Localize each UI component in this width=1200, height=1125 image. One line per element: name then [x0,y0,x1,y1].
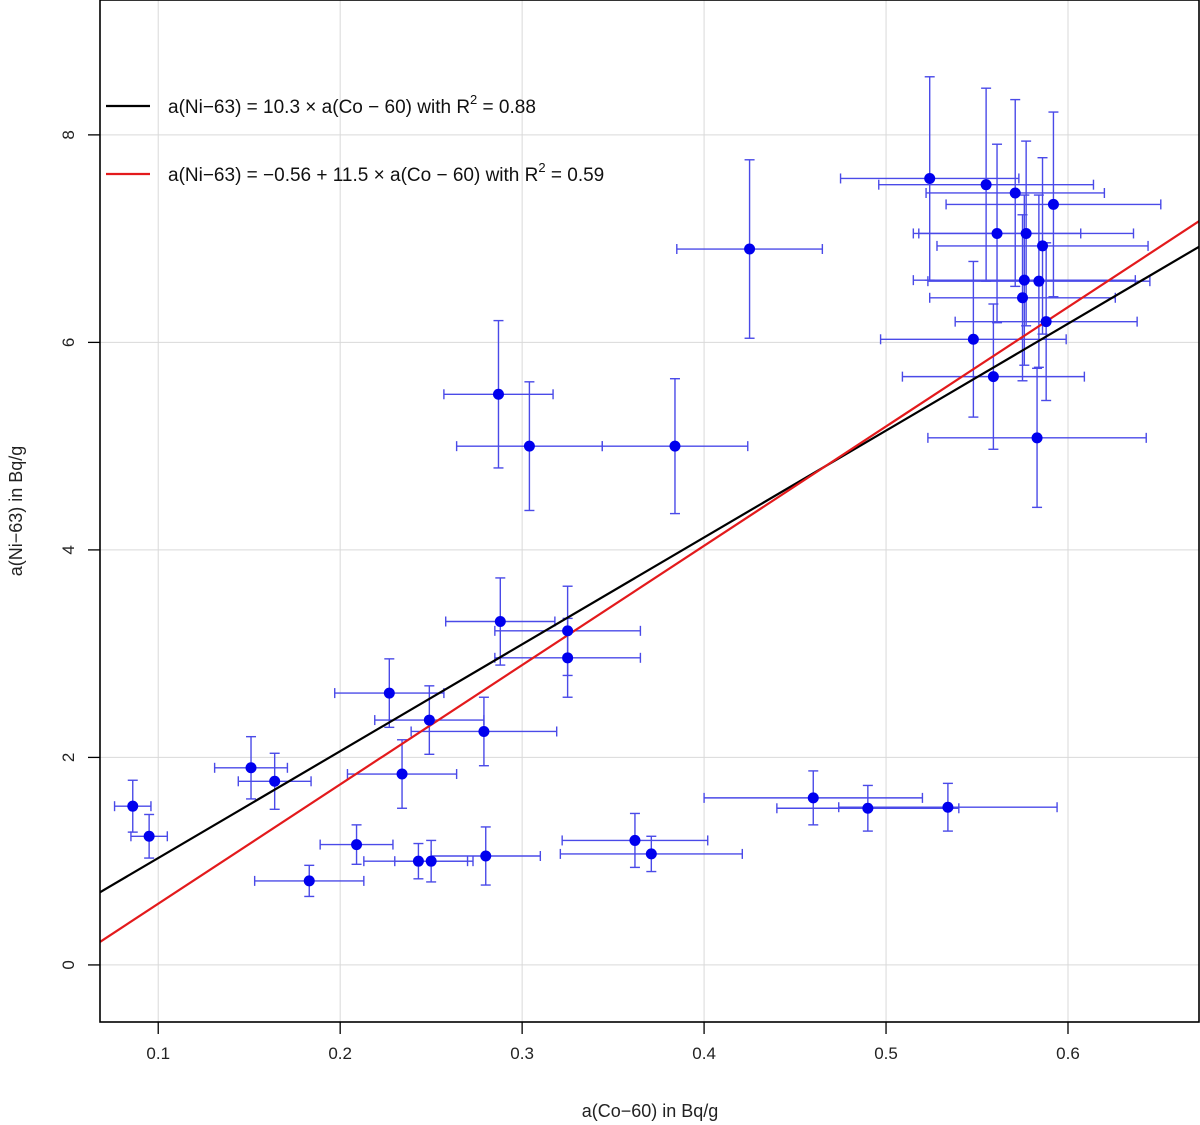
x-tick-label: 0.1 [146,1044,170,1063]
data-point [523,440,535,452]
data-point [245,762,257,774]
data-point [1047,198,1059,210]
legend-tail-text: = 0.59 [546,165,605,186]
data-point [492,388,504,400]
data-point [562,652,574,664]
y-tick-label: 8 [59,130,78,139]
legend-label-red-fit: a(Ni−63) = −0.56 + 11.5 × a(Co − 60) wit… [168,160,604,186]
data-point [980,179,992,191]
legend-main-text: a(Ni−63) = 10.3 × a(Co − 60) with R [168,97,470,118]
data-point [480,850,492,862]
data-point [478,725,490,737]
data-point [1033,275,1045,287]
data-point [423,714,435,726]
data-point [645,848,657,860]
legend-superscript: 2 [470,92,477,107]
data-point [1040,316,1052,328]
legend-label-black-fit: a(Ni−63) = 10.3 × a(Co − 60) with R2 = 0… [168,92,536,118]
legend-tail-text: = 0.88 [477,97,536,118]
data-point [967,333,979,345]
data-point [862,802,874,814]
y-tick-label: 6 [59,338,78,347]
legend-main-text: a(Ni−63) = −0.56 + 11.5 × a(Co − 60) wit… [168,165,538,186]
data-point [991,227,1003,239]
data-point [562,625,574,637]
data-point [987,371,999,383]
x-tick-label: 0.6 [1056,1044,1080,1063]
data-point [924,172,936,184]
data-point [1018,274,1030,286]
x-tick-label: 0.4 [692,1044,716,1063]
x-tick-label: 0.5 [874,1044,898,1063]
data-point [127,800,139,812]
x-tick-label: 0.3 [510,1044,534,1063]
data-point [744,243,756,255]
data-point [1037,240,1049,252]
data-point [269,775,281,787]
black-fit-line [99,245,1200,894]
data-points [127,172,1059,887]
axes: 0.1 0.2 0.3 0.4 0.5 0.6 0 2 4 6 8 [59,130,1080,1063]
data-point [351,839,363,851]
data-point [143,830,155,842]
data-point [1020,227,1032,239]
data-point [1017,292,1029,304]
x-tick-label: 0.2 [328,1044,352,1063]
data-point [396,768,408,780]
data-point [669,440,681,452]
x-axis-title: a(Co−60) in Bq/g [582,1101,719,1121]
data-point [942,801,954,813]
data-point [1031,432,1043,444]
data-point [425,855,437,867]
legend: a(Ni−63) = 10.3 × a(Co − 60) with R2 = 0… [106,92,604,186]
data-point [629,834,641,846]
y-axis-title: a(Ni−63) in Bq/g [6,446,26,577]
red-fit-line [99,220,1200,943]
y-tick-label: 0 [59,960,78,969]
legend-superscript: 2 [538,160,545,175]
data-point [412,855,424,867]
y-tick-label: 4 [59,545,78,554]
data-point [494,616,506,628]
data-point [807,792,819,804]
data-point [1009,187,1021,199]
data-point [303,875,315,887]
fit-lines [99,220,1200,943]
plot-frame [99,0,1200,1023]
y-tick-label: 2 [59,753,78,762]
data-point [383,687,395,699]
